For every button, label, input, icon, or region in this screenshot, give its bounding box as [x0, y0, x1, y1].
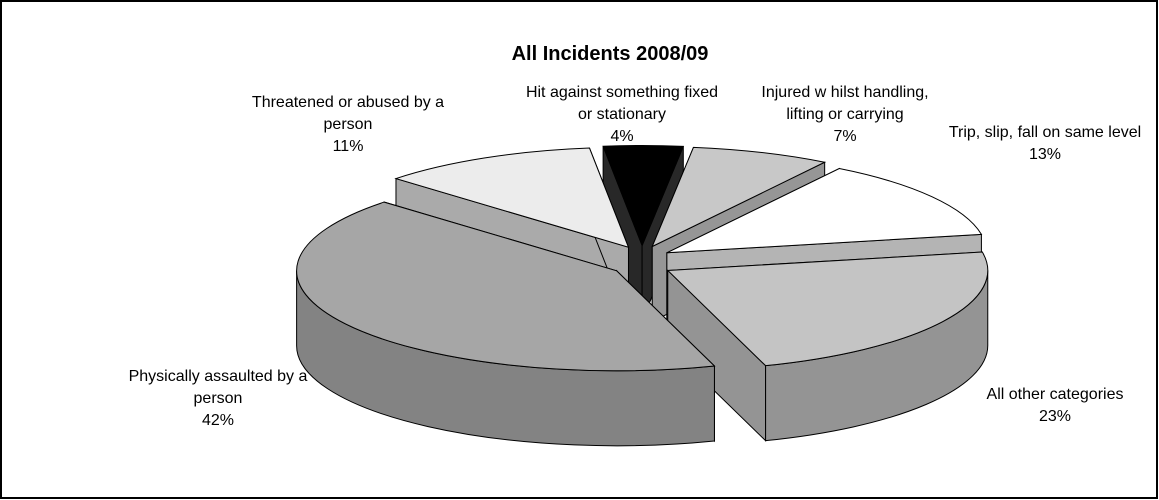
label-box: Hit against something fixed or stationar…	[517, 82, 727, 148]
slice	[296, 201, 716, 447]
slice-top	[602, 145, 685, 247]
value-label: 42%	[201, 412, 235, 429]
category-label: Physically assaulted by a person	[128, 368, 308, 407]
category-label: Hit against something fixed or stationar…	[525, 84, 719, 123]
value-label: 23%	[1038, 408, 1072, 425]
category-label: Trip, slip, fall on same level	[948, 124, 1142, 141]
slice-top	[666, 168, 983, 254]
category-label: Injured w hilst handling, lifting or car…	[761, 84, 929, 123]
chart-title: All Incidents 2008/09	[512, 43, 709, 65]
data-label: Injured w hilst handling, lifting or car…	[745, 82, 945, 148]
slice-top	[666, 251, 989, 367]
data-label: All other categories 23%	[955, 384, 1155, 428]
label-box: Trip, slip, fall on same level 13%	[940, 122, 1150, 166]
label-box: Threatened or abused by a person 11%	[248, 92, 448, 158]
data-label: Threatened or abused by a person 11%	[248, 92, 448, 158]
category-label: Threatened or abused by a person	[251, 94, 445, 133]
category-label: All other categories	[986, 386, 1124, 403]
value-label: 4%	[610, 128, 634, 145]
data-label: Trip, slip, fall on same level 13%	[940, 122, 1150, 166]
label-box: Injured w hilst handling, lifting or car…	[745, 82, 945, 148]
label-box: Physically assaulted by a person 42%	[118, 366, 318, 432]
slice	[666, 251, 989, 442]
slice-top	[296, 201, 716, 372]
label-box: All other categories 23%	[955, 384, 1155, 428]
data-label: Hit against something fixed or stationar…	[517, 82, 727, 148]
value-label: 13%	[1028, 146, 1062, 163]
value-label: 7%	[833, 128, 857, 145]
slice-top	[651, 146, 827, 248]
data-label: Physically assaulted by a person 42%	[118, 366, 318, 432]
slice-top	[394, 147, 630, 249]
value-label: 11%	[332, 138, 364, 155]
